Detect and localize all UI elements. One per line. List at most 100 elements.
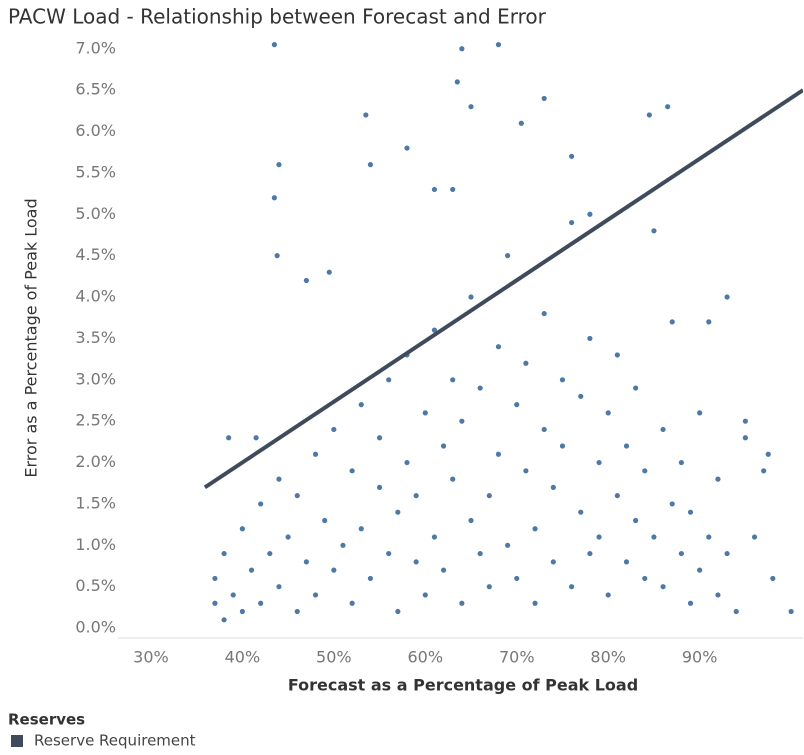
scatter-point (765, 451, 771, 457)
scatter-point (761, 468, 767, 474)
scatter-point (742, 418, 748, 424)
scatter-point (326, 269, 332, 275)
legend-swatch (11, 735, 23, 747)
scatter-point (331, 567, 337, 573)
scatter-point (550, 559, 556, 565)
scatter-point (367, 162, 374, 168)
scatter-point (697, 567, 703, 573)
scatter-point (578, 393, 584, 399)
scatter-point (386, 377, 392, 383)
scatter-point (239, 526, 245, 532)
y-tick-label: 5.0% (75, 204, 116, 223)
x-tick-label: 40% (225, 648, 261, 667)
scatter-point (578, 509, 584, 515)
scatter-point (587, 550, 593, 557)
scatter-point (431, 186, 438, 193)
scatter-point (550, 484, 556, 490)
scatter-point (212, 600, 218, 606)
scatter-point (587, 211, 593, 217)
y-tick-label: 6.0% (75, 121, 116, 140)
scatter-point (623, 443, 630, 449)
scatter-point (450, 186, 456, 193)
x-tick-label: 90% (682, 648, 718, 667)
scatter-point (642, 468, 648, 474)
scatter-point (468, 517, 474, 524)
scatter-point (569, 584, 575, 590)
scatter-point (376, 435, 383, 441)
scatter-point (532, 600, 538, 606)
scatter-point (541, 310, 547, 317)
y-tick-label: 1.0% (75, 535, 116, 554)
y-tick-label: 4.0% (75, 287, 116, 306)
y-axis-title: Error as a Percentage of Peak Load (22, 198, 41, 477)
scatter-point (454, 79, 460, 85)
scatter-point (367, 575, 374, 582)
scatter-point (422, 410, 428, 416)
scatter-point (514, 402, 520, 408)
scatter-point (614, 352, 620, 358)
scatter-point (706, 319, 712, 325)
scatter-point (660, 426, 666, 433)
y-tick-label: 4.5% (75, 245, 116, 264)
scatter-point (687, 509, 694, 515)
scatter-point (518, 120, 524, 126)
plot-area (203, 42, 803, 623)
scatter-point (303, 559, 309, 565)
scatter-point (596, 459, 602, 466)
x-axis-title: Forecast as a Percentage of Peak Load (288, 676, 638, 695)
x-tick-label: 80% (590, 648, 626, 667)
scatter-point (514, 575, 520, 582)
scatter-point (331, 426, 337, 433)
scatter-point (226, 435, 232, 441)
scatter-point (605, 592, 611, 598)
scatter-point (477, 550, 483, 557)
scatter-point (450, 476, 456, 482)
scatter-point (569, 219, 575, 226)
scatter-point (221, 617, 227, 623)
x-tick-label: 50% (316, 648, 352, 667)
x-tick-label: 70% (499, 648, 535, 667)
legend-label: Reserve Requirement (34, 732, 196, 750)
scatter-point (285, 534, 291, 540)
legend-title: Reserves (8, 711, 85, 729)
scatter-point (541, 95, 547, 102)
scatter-point (271, 42, 277, 48)
scatter-point (614, 493, 620, 499)
scatter-point (633, 517, 639, 524)
scatter-point (322, 517, 328, 524)
scatter-point (312, 451, 319, 457)
scatter-point (303, 277, 309, 284)
scatter-point (651, 534, 657, 540)
scatter-point (486, 493, 492, 499)
scatter-point (431, 534, 438, 540)
scatter-point (669, 501, 675, 507)
y-tick-label: 7.0% (75, 38, 116, 57)
scatter-point (395, 509, 401, 515)
x-tick-label: 60% (408, 648, 444, 667)
scatter-point (495, 344, 502, 350)
scatter-point (541, 426, 547, 433)
scatter-point (258, 501, 264, 507)
scatter-point (468, 294, 474, 300)
y-tick-label: 3.0% (75, 369, 116, 388)
scatter-point (253, 435, 259, 441)
scatter-point (312, 592, 319, 598)
scatter-point (715, 592, 721, 598)
scatter-point (660, 584, 666, 590)
scatter-point (221, 550, 227, 557)
scatter-point (596, 534, 602, 540)
scatter-point (715, 476, 721, 482)
y-tick-label: 2.5% (75, 411, 116, 430)
scatter-point (587, 335, 593, 342)
scatter-point (651, 228, 657, 234)
scatter-point (358, 402, 364, 408)
scatter-point (276, 584, 282, 590)
scatter-point (413, 493, 419, 499)
scatter-point (258, 600, 264, 606)
scatter-point (404, 145, 410, 151)
scatter-point (440, 567, 447, 573)
y-tick-label: 5.5% (75, 162, 116, 181)
scatter-point (642, 575, 648, 582)
scatter-point (349, 600, 355, 606)
scatter-point (678, 459, 684, 466)
